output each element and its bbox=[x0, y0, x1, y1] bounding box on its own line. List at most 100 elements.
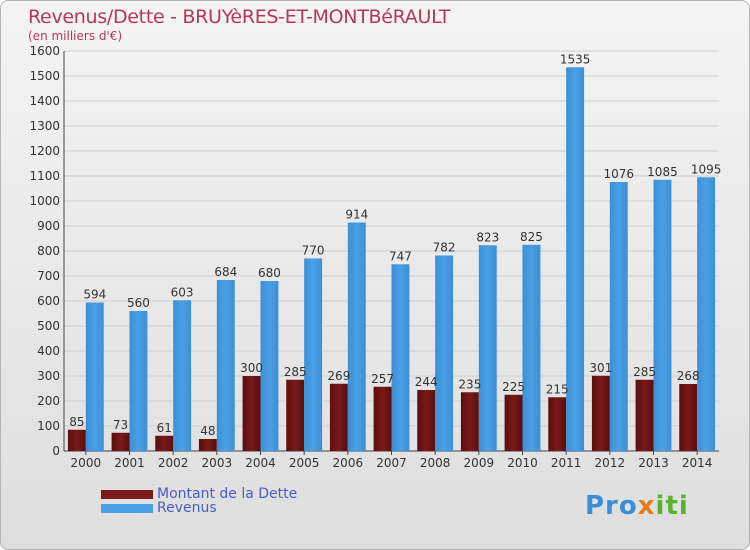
bar-dette bbox=[504, 394, 523, 451]
bar-revenus bbox=[435, 255, 454, 451]
y-tick-label: 900 bbox=[37, 219, 60, 233]
x-tick-label: 2000 bbox=[71, 456, 102, 470]
y-tick-label: 1300 bbox=[29, 119, 60, 133]
bar-revenus bbox=[173, 300, 192, 451]
bar-dette bbox=[67, 429, 86, 451]
data-label-dette: 244 bbox=[415, 375, 438, 389]
y-tick-label: 1200 bbox=[29, 144, 60, 158]
data-label-revenus: 914 bbox=[345, 208, 368, 222]
x-tick-label: 2014 bbox=[682, 456, 713, 470]
x-tick-label: 2009 bbox=[464, 456, 495, 470]
bar-dette bbox=[635, 379, 654, 451]
bar-revenus bbox=[304, 258, 323, 451]
data-label-revenus: 603 bbox=[171, 285, 194, 299]
x-tick-label: 2006 bbox=[333, 456, 364, 470]
data-label-revenus: 825 bbox=[520, 230, 543, 244]
x-tick-label: 2008 bbox=[420, 456, 451, 470]
data-label-revenus: 680 bbox=[258, 266, 281, 280]
chart-title: Revenus/Dette - BRUYèRES-ET-MONTBéRAULT bbox=[28, 6, 451, 28]
data-label-dette: 285 bbox=[633, 365, 656, 379]
y-tick-label: 1500 bbox=[29, 69, 60, 83]
bar-revenus bbox=[478, 245, 497, 451]
data-label-dette: 85 bbox=[69, 415, 84, 429]
bar-revenus bbox=[129, 311, 148, 451]
bar-dette bbox=[679, 384, 698, 451]
data-label-revenus: 1535 bbox=[560, 52, 591, 66]
bar-revenus bbox=[609, 182, 628, 451]
x-tick-label: 2013 bbox=[638, 456, 669, 470]
data-label-dette: 269 bbox=[327, 369, 350, 383]
legend-item-dette: Montant de la Dette bbox=[101, 487, 297, 501]
bar-dette bbox=[591, 375, 610, 451]
bar-dette bbox=[198, 439, 217, 451]
bar-revenus bbox=[697, 177, 716, 451]
data-label-dette: 257 bbox=[371, 372, 394, 386]
data-label-revenus: 1085 bbox=[647, 165, 678, 179]
x-tick-label: 2002 bbox=[158, 456, 189, 470]
bar-dette bbox=[111, 432, 130, 451]
data-label-revenus: 747 bbox=[389, 249, 412, 263]
y-tick-label: 1100 bbox=[29, 169, 60, 183]
chart-subtitle: (en milliers d'€) bbox=[28, 29, 123, 43]
data-label-dette: 235 bbox=[458, 377, 481, 391]
legend-item-revenus: Revenus bbox=[101, 501, 297, 515]
data-label-revenus: 823 bbox=[476, 230, 499, 244]
legend-swatch-revenus bbox=[101, 503, 153, 513]
x-tick-label: 2011 bbox=[551, 456, 582, 470]
data-label-revenus: 1095 bbox=[691, 162, 722, 176]
data-label-revenus: 594 bbox=[83, 288, 106, 302]
proxiti-logo: Proxiti bbox=[585, 491, 689, 521]
bar-dette bbox=[548, 397, 567, 451]
y-tick-label: 1600 bbox=[29, 44, 60, 58]
data-label-revenus: 684 bbox=[214, 265, 237, 279]
bar-revenus bbox=[566, 67, 585, 451]
data-label-dette: 285 bbox=[284, 365, 307, 379]
x-tick-label: 2010 bbox=[507, 456, 538, 470]
y-tick-label: 800 bbox=[37, 244, 60, 258]
y-tick-label: 400 bbox=[37, 344, 60, 358]
x-tick-label: 2003 bbox=[202, 456, 233, 470]
y-tick-label: 100 bbox=[37, 419, 60, 433]
bar-revenus bbox=[522, 244, 541, 451]
data-label-dette: 61 bbox=[157, 421, 172, 435]
legend-label-dette: Montant de la Dette bbox=[157, 486, 298, 502]
x-tick-label: 2007 bbox=[376, 456, 407, 470]
data-label-dette: 48 bbox=[200, 424, 215, 438]
x-tick-label: 2005 bbox=[289, 456, 320, 470]
data-label-revenus: 770 bbox=[302, 244, 325, 258]
y-tick-label: 700 bbox=[37, 269, 60, 283]
x-tick-label: 2001 bbox=[114, 456, 145, 470]
bar-dette bbox=[417, 390, 436, 451]
legend-swatch-dette bbox=[101, 489, 153, 499]
bar-revenus bbox=[653, 179, 672, 451]
y-tick-label: 1400 bbox=[29, 94, 60, 108]
bar-dette bbox=[242, 376, 261, 451]
bar-dette bbox=[155, 435, 174, 451]
bar-dette bbox=[286, 379, 305, 451]
y-tick-label: 0 bbox=[52, 444, 60, 458]
y-tick-label: 200 bbox=[37, 394, 60, 408]
bar-revenus bbox=[347, 222, 366, 451]
y-tick-label: 300 bbox=[37, 369, 60, 383]
bar-dette bbox=[460, 392, 479, 451]
bar-revenus bbox=[391, 264, 410, 451]
data-label-revenus: 560 bbox=[127, 296, 150, 310]
bar-revenus bbox=[260, 281, 279, 451]
y-tick-label: 500 bbox=[37, 319, 60, 333]
bar-dette bbox=[373, 386, 392, 451]
data-label-dette: 268 bbox=[677, 369, 700, 383]
data-label-dette: 73 bbox=[113, 418, 128, 432]
data-label-revenus: 1076 bbox=[604, 167, 635, 181]
x-tick-label: 2004 bbox=[245, 456, 276, 470]
bar-dette bbox=[329, 383, 348, 451]
data-label-dette: 215 bbox=[546, 382, 569, 396]
data-label-dette: 301 bbox=[589, 361, 612, 375]
y-tick-label: 1000 bbox=[29, 194, 60, 208]
legend-label-revenus: Revenus bbox=[157, 500, 217, 516]
data-label-dette: 225 bbox=[502, 380, 525, 394]
x-tick-label: 2012 bbox=[595, 456, 626, 470]
bar-revenus bbox=[85, 302, 104, 451]
legend: Montant de la Dette Revenus bbox=[101, 487, 297, 515]
